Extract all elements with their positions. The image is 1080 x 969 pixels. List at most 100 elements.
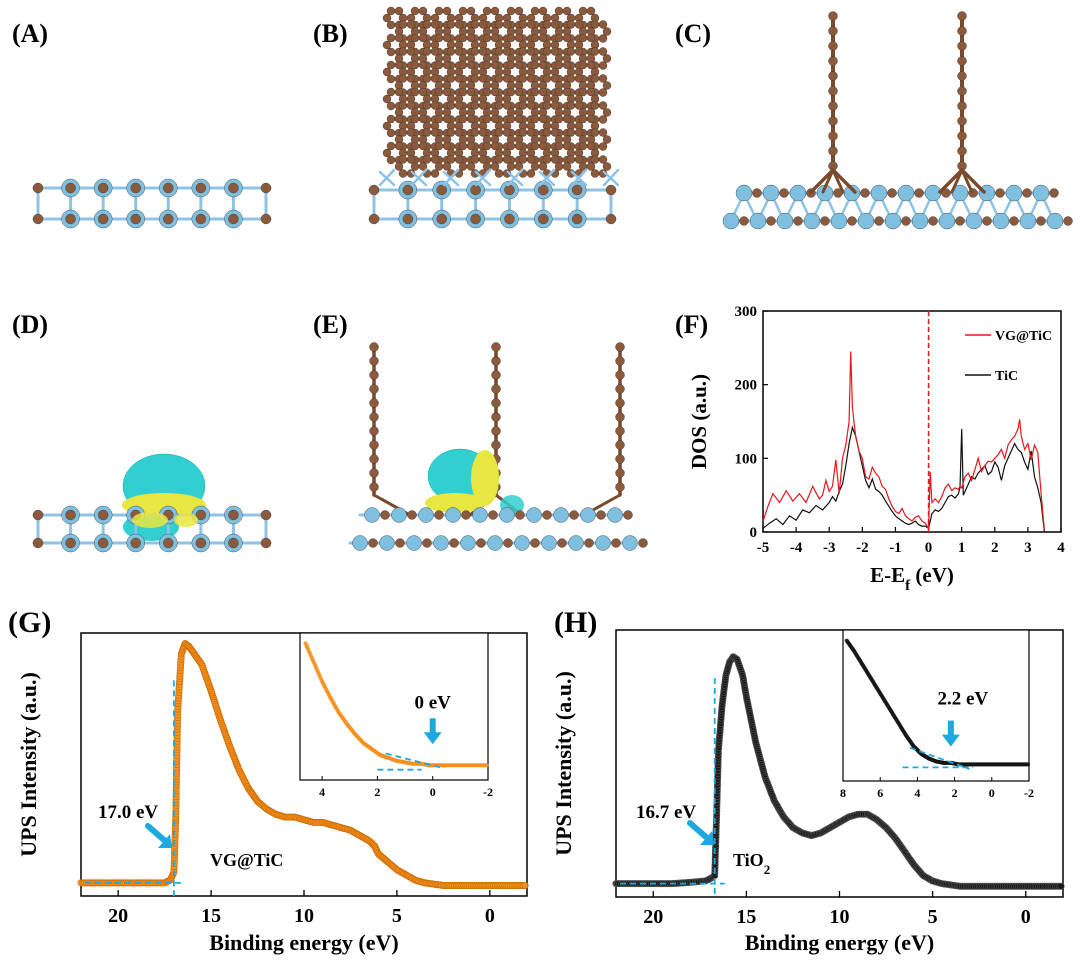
- c-atom: [260, 537, 272, 549]
- c-atom: [490, 60, 500, 70]
- c-atom: [458, 87, 468, 97]
- panel-label-a: (A): [12, 19, 48, 48]
- c-atom: [526, 169, 536, 178]
- c-atom: [446, 20, 456, 29]
- c-atom: [566, 74, 576, 83]
- c-atom: [442, 162, 452, 171]
- c-atom: [369, 440, 379, 450]
- c-atom: [1036, 216, 1046, 226]
- ti-atom: [391, 507, 407, 523]
- chart-g-inset: 4 2 0 -2 0 eV: [299, 632, 493, 799]
- c-atom: [446, 74, 456, 83]
- c-atom: [442, 33, 452, 43]
- x-tick-label: 0: [485, 905, 495, 927]
- c-atom: [386, 114, 396, 124]
- c-atom: [490, 33, 500, 43]
- bond: [474, 170, 492, 187]
- c-atom: [562, 141, 572, 151]
- c-atom: [518, 20, 528, 29]
- c-atom: [466, 33, 476, 43]
- c-atom: [490, 141, 500, 151]
- c-atom: [406, 155, 416, 164]
- c-atom: [590, 101, 600, 110]
- c-atom: [506, 6, 516, 16]
- c-atom: [957, 146, 967, 156]
- c-atom: [596, 510, 606, 520]
- c-atom: [410, 114, 420, 124]
- c-atom: [434, 114, 444, 124]
- chart-f-xlabel-sub: f: [905, 578, 911, 594]
- ti-atom: [870, 184, 888, 202]
- c-atom: [554, 114, 564, 124]
- c-atom: [602, 108, 612, 117]
- panel-label-e: (E): [313, 310, 348, 339]
- c-atom: [195, 182, 207, 194]
- ti-atom: [364, 507, 380, 523]
- c-atom: [446, 155, 456, 164]
- c-atom: [386, 47, 396, 57]
- c-atom: [566, 47, 576, 56]
- c-atom: [458, 6, 468, 16]
- c-atom: [605, 213, 617, 225]
- ti-atom: [607, 507, 623, 523]
- chart-h-ticks: 20 15 10 5 0: [643, 891, 1031, 928]
- x-tick-label: -4: [790, 540, 803, 556]
- c-atom: [446, 101, 456, 110]
- inset-x-tick-label: 6: [877, 786, 883, 800]
- c-atom: [957, 56, 967, 66]
- c-atom: [470, 128, 480, 137]
- c-atom: [574, 47, 584, 56]
- ti-atom: [1046, 212, 1064, 230]
- c-atom: [598, 101, 608, 110]
- inset-annotation: 2.2 eV: [938, 689, 989, 710]
- cutoff-arrow: [687, 820, 709, 840]
- ti-atom: [526, 507, 542, 523]
- c-atom: [386, 128, 396, 138]
- inset-x-tick-label: 4: [914, 786, 920, 800]
- c-atom: [554, 141, 564, 151]
- c-atom: [542, 74, 552, 83]
- c-atom: [466, 162, 476, 171]
- c-atom: [514, 114, 524, 124]
- c-atom: [574, 155, 584, 164]
- ti-atom: [749, 212, 767, 230]
- c-atom: [914, 188, 924, 198]
- c-atom: [542, 101, 552, 110]
- ti-atom: [622, 535, 638, 551]
- chart-g-sample-label: VG@TiC: [210, 850, 283, 870]
- c-atom: [828, 101, 838, 111]
- c-atom: [442, 87, 452, 97]
- y-tick-label: 300: [735, 304, 758, 320]
- c-atom: [828, 71, 838, 81]
- c-atom: [550, 47, 560, 56]
- c-atom: [454, 74, 464, 83]
- structure-b-graphene-on-tic: [368, 6, 620, 229]
- c-atom: [491, 398, 501, 408]
- series-line-vgtic: [762, 351, 1045, 531]
- c-atom: [466, 141, 476, 151]
- chart-h-cutoff-guides: [620, 678, 725, 897]
- c-atom: [436, 213, 447, 225]
- panel-label-b: (B): [313, 19, 348, 48]
- c-atom: [65, 213, 76, 225]
- c-atom: [382, 94, 392, 104]
- c-atom: [398, 101, 408, 110]
- c-atom: [526, 74, 536, 83]
- c-atom: [590, 47, 600, 56]
- chart-f-xlabel-suffix: (eV): [910, 563, 954, 587]
- c-atom: [494, 74, 504, 83]
- c-atom: [957, 26, 967, 36]
- c-atom: [828, 86, 838, 96]
- x-tick-label: -5: [757, 540, 770, 556]
- x-tick-label: 3: [1024, 540, 1032, 556]
- c-atom: [398, 169, 408, 178]
- c-atom: [615, 440, 625, 450]
- c-atom: [382, 40, 392, 50]
- c-atom: [957, 86, 967, 96]
- iso-yellow-lobe: [174, 513, 198, 527]
- c-atom: [368, 213, 380, 225]
- c-atom: [494, 47, 504, 56]
- c-atom: [410, 6, 420, 16]
- c-atom: [502, 101, 512, 110]
- c-atom: [514, 141, 524, 151]
